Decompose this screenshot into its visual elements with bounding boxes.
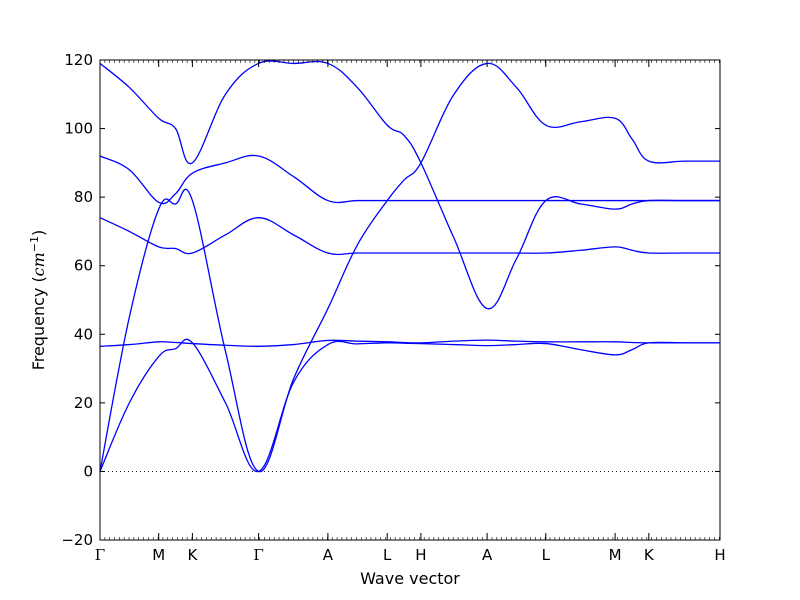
y-tick-label: 100 bbox=[64, 120, 93, 138]
y-tick-label: 20 bbox=[74, 394, 93, 412]
y-tick-label: 40 bbox=[74, 325, 93, 343]
x-tick-label: L bbox=[383, 546, 392, 564]
x-axis-label: Wave vector bbox=[360, 569, 460, 588]
x-tick-label: M bbox=[152, 546, 165, 564]
x-tick-label: M bbox=[609, 546, 622, 564]
y-axis-label-text: Frequency ( bbox=[29, 276, 48, 370]
band-line-1 bbox=[100, 338, 720, 473]
x-tick-label: Γ bbox=[253, 546, 263, 564]
band-line-2 bbox=[100, 339, 720, 347]
y-axis-label: Frequency (cm−1) bbox=[28, 230, 48, 371]
x-axis-minor-ticks bbox=[99, 60, 720, 540]
band-line-4 bbox=[100, 217, 720, 256]
y-tick-label: −20 bbox=[61, 531, 93, 549]
y-tick-label: 120 bbox=[64, 51, 93, 69]
y-axis-label-close: ) bbox=[29, 230, 48, 236]
y-tick-label: 0 bbox=[83, 462, 93, 480]
y-tick-label: 60 bbox=[74, 257, 93, 275]
band-line-3 bbox=[100, 62, 720, 473]
x-tick-label: H bbox=[415, 546, 426, 564]
plot-frame bbox=[99, 59, 721, 541]
y-tick-label: 80 bbox=[74, 188, 93, 206]
y-axis-label-exponent: −1 bbox=[28, 236, 41, 252]
x-tick-label: A bbox=[323, 546, 334, 564]
x-tick-label: K bbox=[187, 546, 198, 564]
band-line-5 bbox=[100, 154, 720, 205]
y-axis-label-unit: cm bbox=[29, 252, 48, 276]
x-tick-label: L bbox=[542, 546, 551, 564]
x-tick-label: K bbox=[644, 546, 655, 564]
minor-tick-marks bbox=[99, 60, 720, 540]
x-tick-label: H bbox=[714, 546, 725, 564]
x-tick-label: A bbox=[482, 546, 493, 564]
x-tick-label: Γ bbox=[95, 546, 105, 564]
band-line-6 bbox=[100, 60, 720, 310]
y-axis-ticks: −20 0 20 40 60 80 100 120 bbox=[61, 51, 720, 549]
band-series-group bbox=[100, 60, 720, 473]
